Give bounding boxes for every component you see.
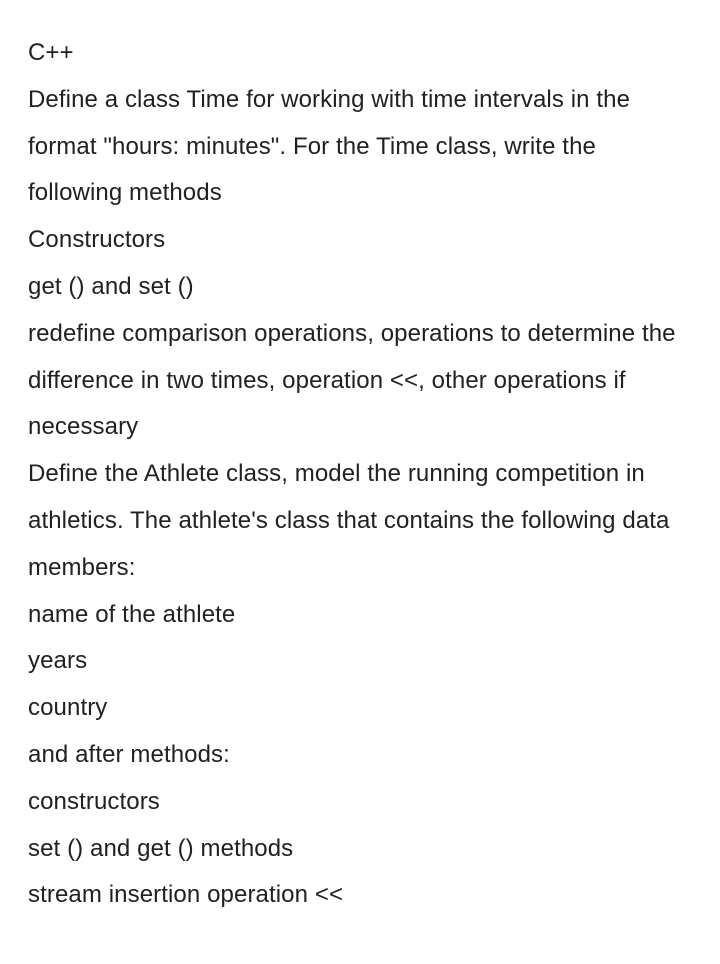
text-line: name of the athlete: [28, 592, 692, 639]
text-line: Define the Athlete class, model the runn…: [28, 451, 692, 591]
text-line: redefine comparison operations, operatio…: [28, 311, 692, 451]
text-line: Define a class Time for working with tim…: [28, 77, 692, 217]
text-line: C++: [28, 30, 692, 77]
document-content: C++ Define a class Time for working with…: [28, 30, 692, 919]
text-line: constructors: [28, 779, 692, 826]
text-line: get () and set (): [28, 264, 692, 311]
text-line: stream insertion operation <<: [28, 872, 692, 919]
text-line: and after methods:: [28, 732, 692, 779]
text-line: country: [28, 685, 692, 732]
text-line: years: [28, 638, 692, 685]
text-line: set () and get () methods: [28, 826, 692, 873]
text-line: Constructors: [28, 217, 692, 264]
